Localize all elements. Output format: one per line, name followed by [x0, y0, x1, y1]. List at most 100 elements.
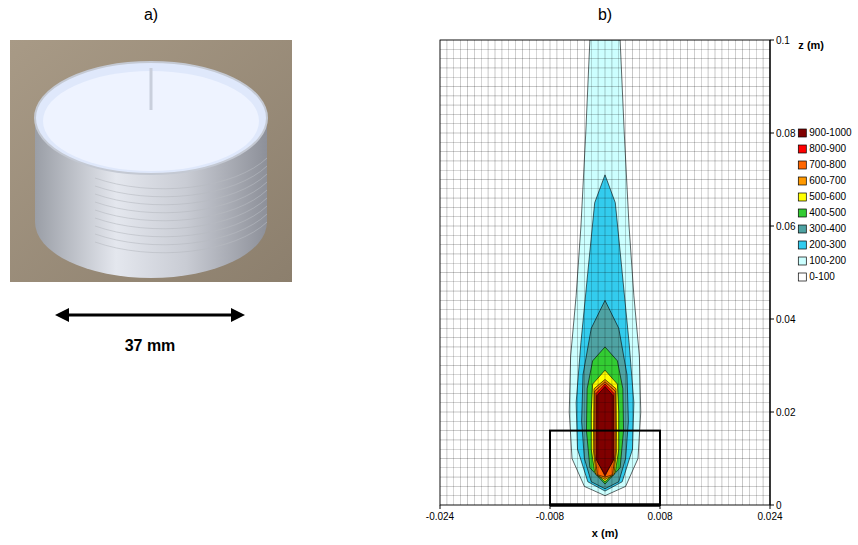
grid-line: [440, 226, 770, 227]
grid-line: [440, 272, 770, 273]
grid-line: [440, 207, 770, 208]
figure: a)37 mmb)-0.024-0.0080.0080.024x (m)00.0…: [0, 0, 858, 545]
grid-line: [440, 58, 770, 59]
legend-label: 100-200: [809, 255, 846, 266]
legend-label: 600-700: [809, 175, 846, 186]
grid-line: [440, 309, 770, 310]
legend-label: 200-300: [809, 239, 846, 250]
grid-line: [440, 95, 770, 96]
grid-line: [440, 77, 770, 78]
grid-line: [440, 216, 770, 217]
cup-ridge: [95, 206, 267, 237]
cup-ridge: [95, 214, 267, 245]
candle-photo: [10, 40, 292, 282]
z-tick: [770, 319, 774, 320]
x-tick: [550, 505, 551, 509]
candle-wax: [35, 62, 267, 174]
grid-line: [440, 365, 770, 366]
grid-line: [440, 402, 770, 403]
grid-line: [440, 198, 770, 199]
x-tick-label: -0.024: [426, 511, 455, 522]
grid-line: [440, 142, 770, 143]
grid-line: [440, 449, 770, 450]
z-tick-label: 0.04: [776, 314, 796, 325]
grid-line: [440, 114, 770, 115]
grid-line: [440, 291, 770, 292]
cup-ridge: [95, 190, 267, 221]
cup-ridge: [95, 198, 267, 229]
z-tick: [770, 40, 774, 41]
photo-background: [10, 40, 292, 282]
legend-swatch: [798, 129, 806, 137]
grid-line: [440, 151, 770, 152]
legend-label: 900-1000: [809, 127, 852, 138]
z-tick-label: 0: [776, 500, 782, 511]
dimension-arrow: [63, 314, 237, 317]
z-axis-line: [769, 40, 770, 505]
x-tick-label: 0.008: [647, 511, 672, 522]
arrow-head: [231, 308, 245, 322]
grid-line: [440, 374, 770, 375]
plot-area: [440, 40, 770, 505]
legend-label: 800-900: [809, 143, 846, 154]
grid-line: [440, 123, 770, 124]
x-tick: [660, 505, 661, 509]
x-tick-label: -0.008: [536, 511, 565, 522]
cup-ridge: [95, 174, 267, 205]
legend-label: 0-100: [809, 271, 835, 282]
grid-line: [440, 253, 770, 254]
x-axis-title: x (m): [592, 527, 619, 539]
grid-line: [770, 40, 771, 505]
arrow-head: [55, 308, 69, 322]
grid-line: [440, 86, 770, 87]
grid-line: [440, 328, 770, 329]
legend-swatch: [798, 273, 806, 281]
grid-line: [440, 439, 770, 440]
grid-line: [440, 67, 770, 68]
grid-line: [440, 346, 770, 347]
wick: [150, 68, 153, 110]
grid-line: [440, 495, 770, 496]
grid-line: [440, 49, 770, 50]
legend-label: 400-500: [809, 207, 846, 218]
legend-swatch: [798, 161, 806, 169]
legend-swatch: [798, 177, 806, 185]
grid-line: [440, 384, 770, 385]
grid-line: [440, 421, 770, 422]
z-tick-label: 0.06: [776, 221, 796, 232]
panel-label: a): [144, 6, 158, 23]
z-tick: [770, 412, 774, 413]
x-tick: [440, 505, 441, 509]
grid-line: [440, 281, 770, 282]
source-box: [550, 431, 660, 505]
z-tick: [770, 133, 774, 134]
z-tick-label: 0.02: [776, 407, 796, 418]
legend-swatch: [798, 145, 806, 153]
grid-line: [440, 133, 770, 134]
grid-line: [440, 179, 770, 180]
plot-frame: [440, 40, 770, 505]
legend-swatch: [798, 257, 806, 265]
cup-ridge: [95, 182, 267, 213]
x-tick: [770, 505, 771, 509]
grid-line: [440, 263, 770, 264]
grid-line: [440, 458, 770, 459]
grid-line: [440, 412, 770, 413]
cup-ridge: [95, 222, 267, 253]
grid-line: [440, 486, 770, 487]
grid-line: [440, 170, 770, 171]
mesh-grid: [440, 40, 770, 505]
legend-label: 500-600: [809, 191, 846, 202]
grid-line: [440, 393, 770, 394]
legend: 900-1000 800-900 700-800 600-700 500-600 400-…: [798, 127, 852, 282]
grid-line: [440, 337, 770, 338]
legend-label: 700-800: [809, 159, 846, 170]
background-level: [440, 40, 770, 505]
grid-line: [440, 244, 770, 245]
dimension-label: 37 mm: [125, 337, 176, 354]
legend-swatch: [798, 209, 806, 217]
grid-line: [440, 105, 770, 106]
z-tick: [770, 505, 774, 506]
grid-line: [440, 300, 770, 301]
grid-line: [440, 188, 770, 189]
